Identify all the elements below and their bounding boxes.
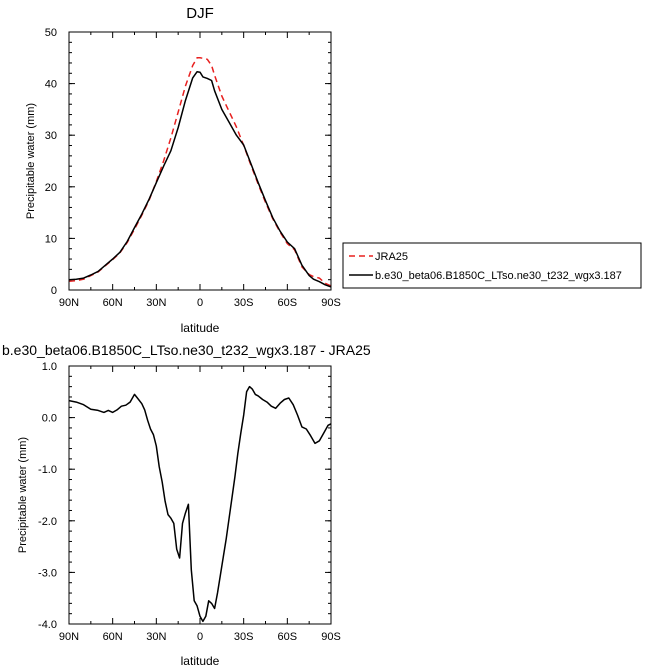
bottom-x-axis-label: latitude [181, 654, 220, 668]
top-x-axis-label: latitude [181, 321, 220, 335]
legend-model-label: b.e30_beta06.B1850C_LTso.ne30_t232_wgx3.… [375, 270, 622, 282]
top-x-tick-label: 60S [278, 297, 298, 309]
difference-chart-title: b.e30_beta06.B1850C_LTso.ne30_t232_wgx3.… [2, 342, 371, 358]
bottom-x-tick-label: 30S [234, 631, 254, 643]
bottom-series-group [68, 385, 332, 623]
bottom-y-axis-label: Precipitable water (mm) [17, 437, 29, 553]
top-y-tick-label: 30 [45, 130, 57, 142]
top-y-axis-label: Precipitable water (mm) [25, 103, 37, 219]
top-x-tick-label: 60N [103, 297, 123, 309]
bottom-x-tick-label: 0 [197, 631, 203, 643]
legend: JRA25 b.e30_beta06.B1850C_LTso.ne30_t232… [342, 242, 642, 289]
chart-title: DJF [186, 5, 214, 22]
top-series-line-b-e30-beta06-b1850c-ltso-ne30-t232-wgx3-187 [68, 70, 332, 288]
bottom-axes-ticks: 90N 60N 30N 0 30S 60S 90S -4.0 -3.0 -2.0 -1.0 0.0 1.… [38, 361, 341, 643]
top-y-tick-label: 0 [51, 285, 57, 297]
bottom-x-tick-label: 90S [321, 631, 341, 643]
top-x-tick-label: 0 [197, 297, 203, 309]
bottom-y-tick-label: -1.0 [38, 464, 57, 476]
top-series-line-jra25 [68, 57, 332, 287]
top-y-tick-label: 50 [45, 27, 57, 39]
bottom-y-tick-label: 1.0 [42, 361, 57, 373]
top-axes-ticks: 90N 60N 30N 0 30S 60S 90S 0 10 20 30 40 50 [45, 27, 341, 309]
top-plot-frame [68, 31, 332, 291]
top-x-tick-label: 30S [234, 297, 254, 309]
legend-jra25-label: JRA25 [375, 251, 408, 263]
bottom-y-tick-label: -2.0 [38, 516, 57, 528]
top-x-tick-label: 30N [146, 297, 166, 309]
top-x-tick-label: 90S [321, 297, 341, 309]
bottom-x-tick-label: 60S [278, 631, 298, 643]
top-series-group [68, 57, 332, 288]
bottom-x-tick-label: 30N [146, 631, 166, 643]
bottom-y-tick-label: 0.0 [42, 413, 57, 425]
legend-box [342, 242, 642, 289]
bottom-panel: b.e30_beta06.B1850C_LTso.ne30_t232_wgx3.… [2, 342, 371, 668]
bottom-x-tick-label: 90N [59, 631, 79, 643]
top-y-tick-label: 20 [45, 182, 57, 194]
top-x-tick-label: 90N [59, 297, 79, 309]
top-y-tick-label: 40 [45, 79, 57, 91]
bottom-series-line-difference [68, 385, 332, 623]
bottom-x-tick-label: 60N [103, 631, 123, 643]
top-panel: DJF 90N 60N 30N 0 30S 60S 90S 0 10 20 30 40 50 latit… [25, 5, 642, 335]
bottom-y-tick-label: -3.0 [38, 567, 57, 579]
bottom-plot-frame [68, 365, 332, 625]
bottom-y-tick-label: -4.0 [38, 619, 57, 631]
top-y-tick-label: 10 [45, 233, 57, 245]
